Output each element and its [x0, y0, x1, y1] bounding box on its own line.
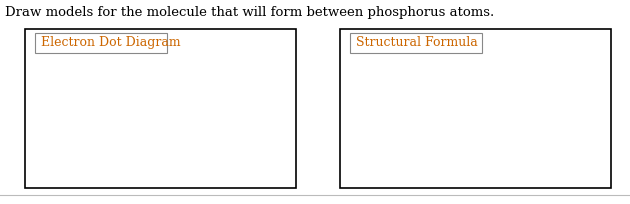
- Text: Draw models for the molecule that will form between phosphorus atoms.: Draw models for the molecule that will f…: [5, 6, 495, 19]
- Bar: [25, 29, 296, 188]
- Bar: [350, 33, 482, 53]
- Text: Electron Dot Diagram: Electron Dot Diagram: [41, 36, 181, 49]
- Bar: [340, 29, 611, 188]
- Text: Structural Formula: Structural Formula: [356, 36, 478, 49]
- Bar: [35, 33, 167, 53]
